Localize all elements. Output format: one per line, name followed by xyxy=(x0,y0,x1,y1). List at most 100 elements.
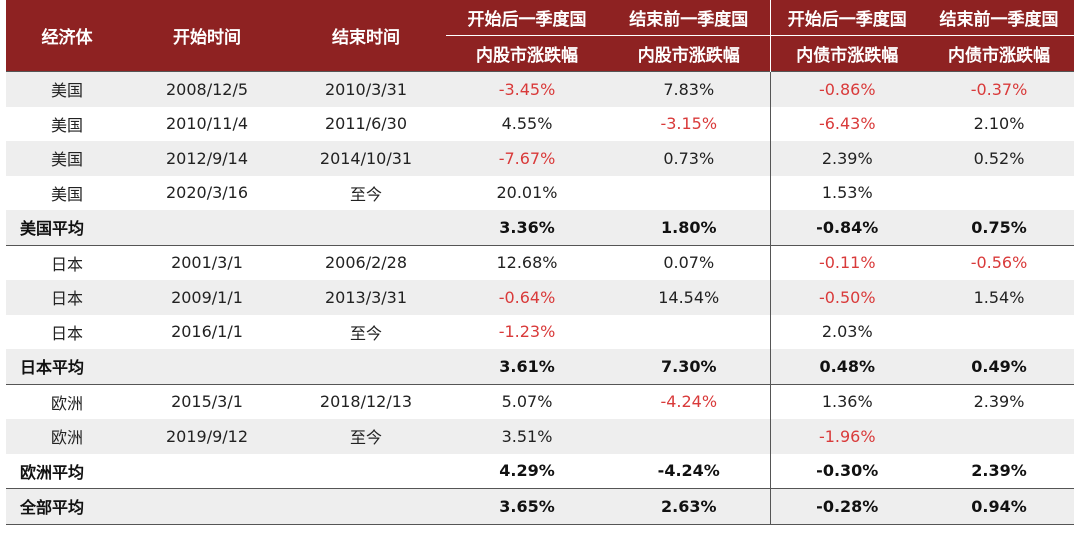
cell-economy: 美国 xyxy=(50,184,83,204)
cell-start: 2009/1/1 xyxy=(128,280,286,315)
header-start: 开始时间 xyxy=(128,0,286,72)
cell-start: 2020/3/16 xyxy=(165,183,249,203)
cell-start: 2012/9/14 xyxy=(128,141,286,176)
header-stock-after-line2: 内股市涨跌幅 xyxy=(446,35,608,72)
cell-end: 2010/3/31 xyxy=(286,71,446,107)
table-body: 美国 2008/12/5 2010/3/31 -3.45% 7.83% -0.86% -0.… xyxy=(6,71,1074,525)
cell-economy: 日本 xyxy=(6,280,128,315)
table-row: 美国 2008/12/5 2010/3/31 -3.45% 7.83% -0.86% -0.… xyxy=(6,71,1074,107)
table-row: 美国平均 3.36% 1.80% -0.84% 0.75% xyxy=(6,210,1074,245)
cell-start: 2015/3/1 xyxy=(128,383,286,419)
cell-stock-after: -1.23% xyxy=(498,322,556,342)
cell-economy: 日本平均 xyxy=(6,349,128,384)
cell-economy: 美国 xyxy=(50,115,83,135)
cell-stock-after: 20.01% xyxy=(496,183,558,203)
cell-end: 至今 xyxy=(286,419,446,454)
cell-bond-before: -0.37% xyxy=(924,71,1074,107)
cell-bond-before xyxy=(924,315,1074,350)
cell-end: 至今 xyxy=(349,323,382,343)
cell-start xyxy=(128,210,286,245)
cell-stock-before: 14.54% xyxy=(608,280,770,315)
cell-end xyxy=(286,488,446,525)
header-stock-after-line1: 开始后一季度国 xyxy=(446,0,608,36)
cell-end: 2014/10/31 xyxy=(286,141,446,176)
cell-stock-before: -3.15% xyxy=(660,114,718,134)
cell-economy: 欧洲平均 xyxy=(20,462,85,482)
cell-stock-before: -4.24% xyxy=(608,383,770,419)
table-row: 日本 2016/1/1 至今 -1.23% 2.03% xyxy=(6,314,1074,350)
header-end: 结束时间 xyxy=(286,0,446,72)
table-row: 美国 2020/3/16 至今 20.01% 1.53% xyxy=(6,175,1074,211)
cell-end xyxy=(286,454,446,489)
cell-bond-after: 2.39% xyxy=(769,141,924,176)
table-row: 欧洲 2015/3/1 2018/12/13 5.07% -4.24% 1.36% 2.39… xyxy=(6,383,1074,419)
cell-bond-before: 0.94% xyxy=(924,488,1074,525)
cell-stock-after: -0.64% xyxy=(446,280,608,315)
cell-stock-after: 3.61% xyxy=(446,349,608,384)
header-bond-after-line1: 开始后一季度国 xyxy=(769,0,924,36)
cell-bond-before: 2.39% xyxy=(924,383,1074,419)
cell-stock-before: 0.07% xyxy=(608,244,770,280)
table-row: 美国 2012/9/14 2014/10/31 -7.67% 0.73% 2.39% 0.5… xyxy=(6,141,1074,176)
header-stock-before-line1: 结束前一季度国 xyxy=(608,0,770,36)
table-row: 日本 2001/3/1 2006/2/28 12.68% 0.07% -0.11% -0.5… xyxy=(6,244,1074,280)
cell-stock-before xyxy=(608,176,770,211)
cell-bond-after: -0.84% xyxy=(769,210,924,245)
header-stock-before-line2: 内股市涨跌幅 xyxy=(608,35,770,72)
header-bond-after-line2: 内债市涨跌幅 xyxy=(769,35,924,72)
header-bond-before-line1: 结束前一季度国 xyxy=(924,0,1074,36)
cell-stock-before: 2.63% xyxy=(608,488,770,525)
cell-bond-after: -0.11% xyxy=(769,244,924,280)
cell-bond-after: 0.48% xyxy=(769,349,924,384)
cell-stock-after: -3.45% xyxy=(446,71,608,107)
cell-bond-after: -0.86% xyxy=(769,71,924,107)
cell-bond-before: 0.52% xyxy=(924,141,1074,176)
cell-stock-after: 3.36% xyxy=(446,210,608,245)
cell-bond-before xyxy=(924,176,1074,211)
cell-stock-before: 7.83% xyxy=(608,71,770,107)
cell-economy: 全部平均 xyxy=(6,488,128,525)
cell-end xyxy=(286,210,446,245)
cell-bond-after: -0.28% xyxy=(769,488,924,525)
cell-end: 2011/6/30 xyxy=(324,114,408,134)
cell-economy: 美国 xyxy=(6,141,128,176)
table-row: 日本 2009/1/1 2013/3/31 -0.64% 14.54% -0.50% 1.5… xyxy=(6,280,1074,315)
cell-economy: 美国 xyxy=(6,71,128,107)
cell-economy: 欧洲 xyxy=(6,383,128,419)
cell-bond-before: 2.10% xyxy=(973,114,1025,134)
cell-bond-after: -0.50% xyxy=(769,280,924,315)
cell-stock-before: 0.73% xyxy=(608,141,770,176)
cell-start: 2008/12/5 xyxy=(128,71,286,107)
cell-end: 至今 xyxy=(349,184,382,204)
cell-stock-before: 1.80% xyxy=(608,210,770,245)
cell-end xyxy=(286,349,446,384)
table-row: 全部平均 3.65% 2.63% -0.28% 0.94% xyxy=(6,488,1074,525)
cell-stock-before xyxy=(608,315,770,350)
cell-start xyxy=(128,488,286,525)
cell-start: 2010/11/4 xyxy=(165,114,249,134)
cell-stock-after: -7.67% xyxy=(446,141,608,176)
cell-bond-before: 0.49% xyxy=(924,349,1074,384)
table-row: 美国 2010/11/4 2011/6/30 4.55% -3.15% -6.43% 2.1… xyxy=(6,106,1074,141)
cell-bond-before: -0.56% xyxy=(924,244,1074,280)
cell-bond-before: 2.39% xyxy=(971,461,1027,481)
header-economy: 经济体 xyxy=(6,0,128,72)
cell-bond-before: 0.75% xyxy=(924,210,1074,245)
cell-stock-after: 3.65% xyxy=(446,488,608,525)
cell-end: 2018/12/13 xyxy=(286,383,446,419)
table-row: 欧洲平均 4.29% -4.24% -0.30% 2.39% xyxy=(6,453,1074,489)
cell-stock-before: 7.30% xyxy=(608,349,770,384)
cell-stock-after: 3.51% xyxy=(446,419,608,454)
cell-stock-before xyxy=(608,419,770,454)
cell-start: 2016/1/1 xyxy=(171,322,243,342)
cell-bond-after: 1.53% xyxy=(769,175,924,210)
cell-start: 2019/9/12 xyxy=(128,419,286,454)
cell-start: 2001/3/1 xyxy=(128,244,286,280)
cell-economy: 日本 xyxy=(50,323,83,343)
header-bond-before-line2: 内债市涨跌幅 xyxy=(924,35,1074,72)
table-row: 欧洲 2019/9/12 至今 3.51% -1.96% xyxy=(6,419,1074,454)
table-header: 经济体 开始时间 结束时间 开始后一季度国 结束前一季度国 开始后一季度国 结束… xyxy=(6,0,1074,72)
cell-start xyxy=(128,454,286,489)
cell-stock-after: 12.68% xyxy=(446,244,608,280)
